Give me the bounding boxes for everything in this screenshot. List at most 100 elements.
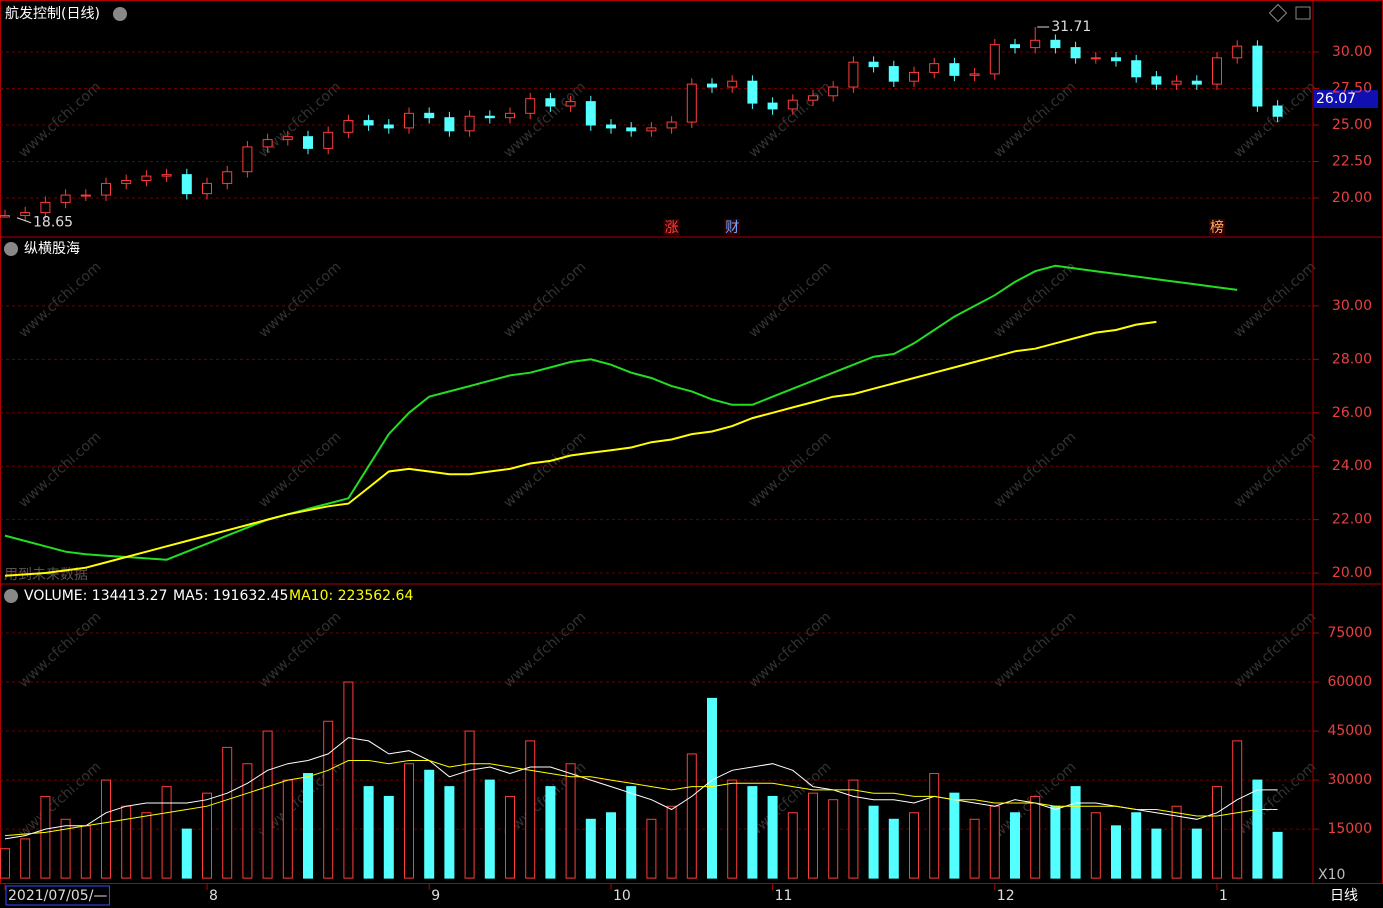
volume-bar [424,769,435,879]
volume-bar [303,773,313,879]
candle-body [505,112,515,119]
y-tick-label: 30000 [1327,772,1372,788]
candle-body [969,73,980,76]
candle-body [262,139,273,148]
y-tick-label: 30.00 [1332,298,1372,314]
menu-icon[interactable] [113,7,127,21]
y-tick-label: 75000 [1327,625,1372,641]
icon[interactable] [1268,3,1288,23]
volume-bar [949,792,960,879]
x-tick-label: 12 [997,888,1015,904]
volume-bar [1010,812,1020,879]
menu-icon[interactable] [4,242,18,256]
y-tick-label: 30.00 [1332,44,1372,60]
candle-body [141,175,152,181]
volume-bar [1070,786,1081,879]
candle-body [1212,57,1222,85]
volume-bar [1191,828,1202,879]
candle-body [60,194,71,203]
candle-body [767,102,778,110]
candle-body [383,124,394,129]
candle-body [626,127,637,132]
watermark: www.cfchi.com [256,429,345,511]
watermark: www.cfchi.com [746,79,835,161]
candle-body [1232,45,1243,59]
y-tick-label: 20.00 [1332,190,1372,206]
watermark: www.cfchi.com [501,259,590,341]
candle-body [545,98,556,107]
watermark: www.cfchi.com [1231,609,1320,691]
volume-bar [525,740,536,879]
x-tick-label: 11 [775,888,793,904]
volume-bar [666,805,677,879]
candle-body [282,136,293,141]
candle-body [242,146,253,173]
menu-icon[interactable] [4,589,18,603]
frame [0,0,1383,884]
watermark: www.cfchi.com [256,609,345,691]
volume-bar [1131,812,1142,879]
watermark: www.cfchi.com [1231,79,1320,161]
series-line [4,737,1278,840]
volume-bar [202,792,212,879]
candle-body [181,174,192,195]
high-label: 31.71 [1051,19,1091,35]
watermark: www.cfchi.com [991,79,1080,161]
candle-body [525,98,536,114]
y-tick-label: 20.00 [1332,565,1372,581]
x-tick-label: 10 [613,888,631,904]
watermark: www.cfchi.com [746,609,835,691]
volume-bar [343,681,354,879]
price-box [1314,90,1378,108]
candle-body [0,215,10,218]
volume-bar [444,786,455,879]
volume-bar [323,720,334,879]
candle-body [1171,80,1182,85]
candle-body [1252,45,1263,107]
multiplier: X10 [1318,867,1345,883]
chart-title: 航发控制(日线) [5,6,100,22]
candle-body [848,61,859,88]
candle-body [747,80,758,104]
current-price: 26.07 [1316,91,1356,107]
volume-bar [383,795,394,879]
candle-body [989,44,1000,75]
event-marker: 财 [725,220,739,236]
volume-bar [161,786,172,879]
icon[interactable] [1295,6,1311,20]
volume-bar [686,753,697,879]
candle-body [1111,57,1121,62]
watermark: www.cfchi.com [991,429,1080,511]
y-tick-label: 15000 [1327,821,1372,837]
volume-bar [505,795,515,879]
volume-bar [545,786,556,879]
candle-body [20,212,31,217]
volume-bar [727,779,738,879]
watermark: www.cfchi.com [746,259,835,341]
volume-bar [80,825,91,879]
candle-body [80,194,91,197]
volume-bar [1252,779,1263,879]
candle-body [1131,60,1142,78]
candle-body [1070,47,1081,59]
y-tick-label: 27.50 [1332,80,1372,96]
candle-body [909,71,919,82]
candle-body [707,83,717,88]
candle-body [565,101,576,107]
candle-body [1272,105,1283,117]
volume-bar [909,812,919,879]
volume-bar [1111,825,1121,879]
volume-bar [262,730,273,879]
candle-body [121,179,132,184]
volume-bar [222,746,233,879]
candle-body [787,99,798,110]
candle-body [585,101,596,126]
volume-bar [1212,786,1222,879]
watermark: www.cfchi.com [746,429,835,511]
series-line [4,320,1157,577]
volume-bar [20,838,31,879]
watermark: www.cfchi.com [1231,259,1320,341]
candle-body [222,171,233,184]
volume-bar [848,779,859,879]
